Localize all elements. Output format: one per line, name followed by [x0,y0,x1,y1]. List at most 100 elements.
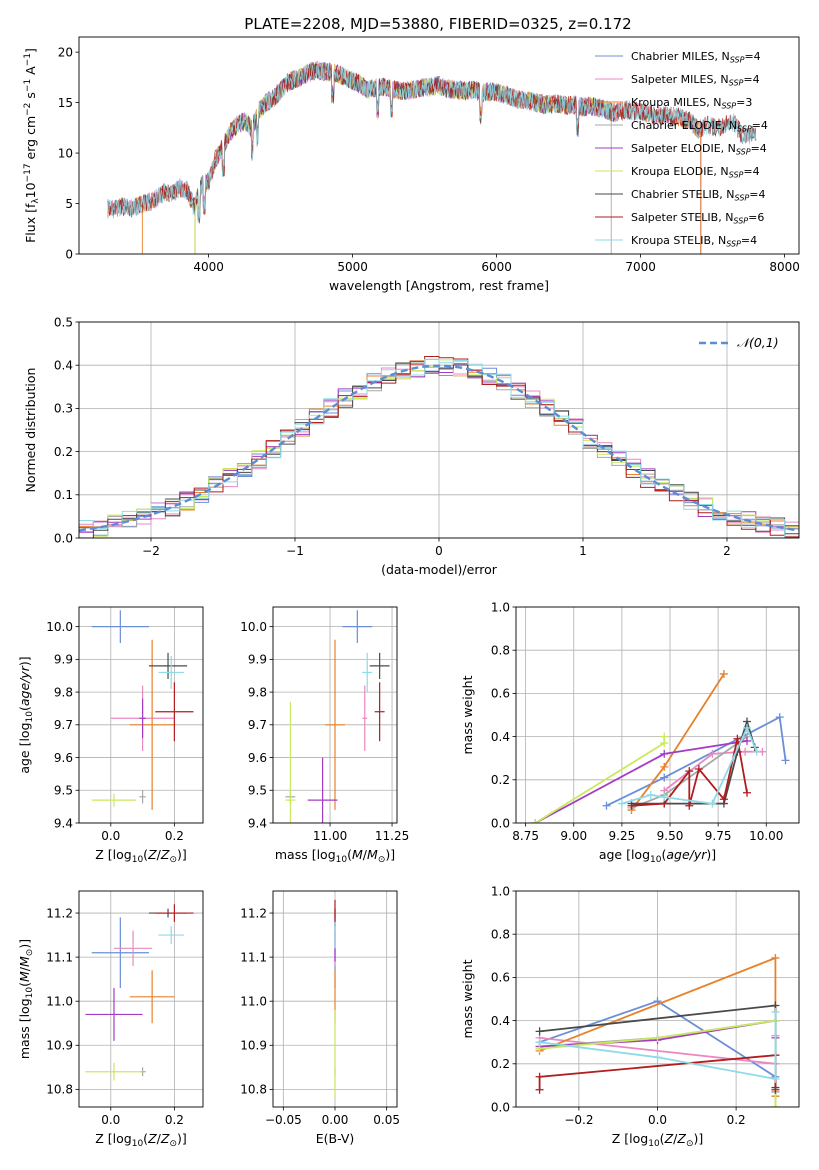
residuals-frame [78,321,800,539]
mass_vs_ebv-ytick-label: 11.2 [240,906,267,920]
residuals-xlabel: (data-model)/error [381,562,498,577]
massweight_vs_Z-xlabel: Z [log10(Z/Z⊙)] [612,1131,704,1149]
massweight_vs_age-xtick-label: 8.75 [512,829,539,843]
massweight_vs_Z-ytick-label: 1.0 [491,884,510,898]
age_vs_Z-ytick-label: 9.7 [54,718,73,732]
age_vs_mass-plot-area [273,607,397,823]
massweight_vs_age-axes: 8.75 9.00 9.25 9.50 9.75 10.00 0.0 0.2 0.4 0.6 0.8… [460,600,800,865]
legend-count: =4 [749,188,765,201]
age_vs_Z-ylabel-part: 10 [25,711,35,723]
age_vs_Z-xlabel-part: ( [143,847,148,862]
massweight_vs_age-xlabel-part: 10 [650,855,662,865]
mass_vs_Z-ylabel-part: / [17,966,32,971]
massweight-line-krou_stelib [621,725,758,805]
legend-text: Salpeter STELIB, N [631,211,733,224]
normal-reference-curve [79,364,799,532]
massweight_vs_Z-xlabel-part: ( [660,1131,665,1146]
massweight-point-krou_miles [660,762,669,771]
mass_vs_Z-xlabel-part: Z [log [95,1131,131,1146]
legend-text: Chabrier STELIB, N [631,188,735,201]
legend-subscript: SSP [721,102,736,111]
spectrum-ytick-label: 15 [58,96,73,110]
mass_vs_ebv-plot-area [273,891,397,1107]
massweight_vs_age-xtick-label: 9.25 [609,829,636,843]
massweight_vs_age-xlabel-part: ( [661,847,666,862]
massweight_vs_Z-xlabel-part: / [673,1131,678,1146]
spectrum-ytick-label: 10 [58,146,73,160]
age_vs_Z-ylabel: age [log10(age/yr)] [17,656,35,773]
legend-count: =4 [743,165,759,178]
massweight-point-salp_stelib [719,795,728,804]
age_vs_Z-xlabel-part: Z [log [95,847,131,862]
massweight-point-chab_miles [602,801,611,810]
age_vs_mass-ytick-label: 9.5 [248,784,267,798]
legend-subscript: SSP [736,148,751,157]
residuals-ytick-label: 0.2 [54,445,73,459]
massweight-point-salp_stelib [535,1085,544,1094]
spectrum-ylabel-part: A [23,66,38,79]
spectrum-legend-label-chab_stelib: Chabrier STELIB, NSSP=4 [631,188,765,203]
spectrum-frame [78,36,800,255]
residual-hist-salp_stelib [79,356,799,538]
legend-text: Salpeter MILES, N [631,73,729,86]
legend-count: =4 [743,73,759,86]
massweight-point-krou_miles [719,669,728,678]
residuals-xtick-label: 2 [723,544,731,558]
residuals-axes: −2 −1 0 1 2 0.0 0.1 0.2 0.3 0.4 0.5 (data-model)/er… [23,315,800,577]
mass_vs_Z-ytick-label: 10.9 [46,1039,73,1053]
residuals-ytick-label: 0.5 [54,315,73,329]
massweight_vs_age-xtick-label: 10.00 [749,829,783,843]
legend-subscript: SSP [726,240,741,249]
age_vs_Z-xlabel: Z [log10(Z/Z⊙)] [95,847,187,865]
massweight_vs_Z-xtick-label: 0.2 [727,1113,746,1127]
spectrum-legend-label-krou_miles: Kroupa MILES, NSSP=3 [631,96,752,111]
age_vs_mass-xlabel-part: mass [log [275,847,336,862]
spectrum-xtick-label: 7000 [625,260,656,274]
massweight-point-salp_stelib [685,767,694,776]
massweight-point-krou_stelib [535,1038,544,1047]
massweight_vs_Z-xlabel-part: )] [693,1131,703,1146]
spectrum-plot-area [107,60,757,254]
spectrum-ylabel-part: −2 [23,103,33,116]
massweight_vs_Z-ytick-label: 0.2 [491,1057,510,1071]
age_vs_Z-xlabel-part: Z [147,847,157,862]
massweight_vs_Z-xlabel-part: Z [log [612,1131,648,1146]
legend-count: =6 [748,211,764,224]
residuals-ytick-label: 0.0 [54,531,73,545]
massweight-point-salp_stelib [694,765,703,773]
age_vs_Z-ylabel-part: age [log [17,722,32,773]
massweight-point-krou_elodie [531,819,540,823]
spectrum-ylabel-part: λ [31,198,41,204]
age_vs_Z-ytick-label: 9.9 [54,653,73,667]
spectrum-ytick-label: 0 [65,247,73,261]
massweight-point-krou_stelib [708,799,717,808]
spectrum-xtick-label: 6000 [481,260,512,274]
spectrum-legend-label-chab_elodie: Chabrier ELODIE, NSSP=4 [631,119,768,134]
age_vs_mass-xlabel-part: )] [385,847,395,862]
mass_vs_Z-xlabel-part: Z [160,1131,170,1146]
spectrum-ylabel-part: −1 [23,53,33,66]
spectrum-axes: 4000 5000 6000 7000 8000 0 5 10 15 20 wavelength [… [23,36,800,293]
spectrum-legend-label-krou_elodie: Kroupa ELODIE, NSSP=4 [631,165,760,180]
spectrum-ylabel-part: −17 [23,163,33,182]
legend-subscript: SSP [730,56,745,65]
mass_vs_Z-ylabel-part: mass [log [17,998,32,1059]
mass_vs_Z-ylabel-part: 10 [25,987,35,999]
massweight-point-krou_stelib [617,799,626,808]
legend-subscript: SSP [733,217,748,226]
massweight-point-chab_miles [781,756,790,765]
age_vs_Z-ylabel-part: )] [17,656,32,666]
age_vs_Z-xlabel-part: Z [160,847,170,862]
massweight-point-chab_miles [660,773,669,782]
massweight-line-krou_miles [630,673,725,811]
age_vs_Z-plot-area [79,607,203,823]
massweight-point-krou_stelib [743,723,752,732]
age_vs_mass-ytick-label: 9.8 [248,685,267,699]
mass_vs_Z-ylabel-part: M [17,971,32,982]
massweight-point-salp_stelib [685,801,694,810]
age_vs_mass-ytick-label: 9.4 [248,816,267,830]
mass_vs_Z-xlabel-part: ( [143,1131,148,1146]
spectrum-ylabel-part: 10 [23,182,38,198]
massweight_vs_Z-xlabel-part: ⊙ [686,1139,694,1149]
legend-text: Kroupa MILES, N [631,96,721,109]
